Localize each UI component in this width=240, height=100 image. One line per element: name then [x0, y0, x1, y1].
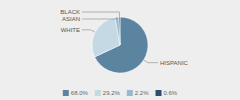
slice	[92, 17, 120, 56]
chart: HISPANIC WHITE ASIANBLACK 68.0% 29.2% 2.2% 0.6…	[0, 0, 240, 100]
legend: 68.0% 29.2% 2.2% 0.6%	[63, 90, 178, 96]
slice-label: WHITE	[61, 27, 80, 33]
slice-labels: HISPANIC WHITE ASIANBLACK	[60, 9, 188, 66]
legend-label: 29.2%	[103, 90, 121, 96]
slice	[115, 17, 120, 45]
slices	[92, 17, 148, 73]
leader-line	[82, 12, 119, 17]
legend-label: 68.0%	[71, 90, 89, 96]
slice-label: BLACK	[60, 9, 80, 15]
slice	[119, 17, 120, 45]
slice-label: ASIAN	[62, 16, 80, 22]
leader-line	[82, 30, 95, 32]
legend-label: 2.2%	[135, 90, 149, 96]
legend-swatch	[127, 90, 133, 96]
leader-line	[82, 17, 117, 19]
leader-line	[144, 60, 158, 63]
legend-swatch	[95, 90, 101, 96]
background	[0, 0, 240, 100]
legend-swatch	[156, 90, 162, 96]
legend-swatch	[63, 90, 69, 96]
legend-label: 0.6%	[164, 90, 178, 96]
slice-label: HISPANIC	[160, 60, 189, 66]
